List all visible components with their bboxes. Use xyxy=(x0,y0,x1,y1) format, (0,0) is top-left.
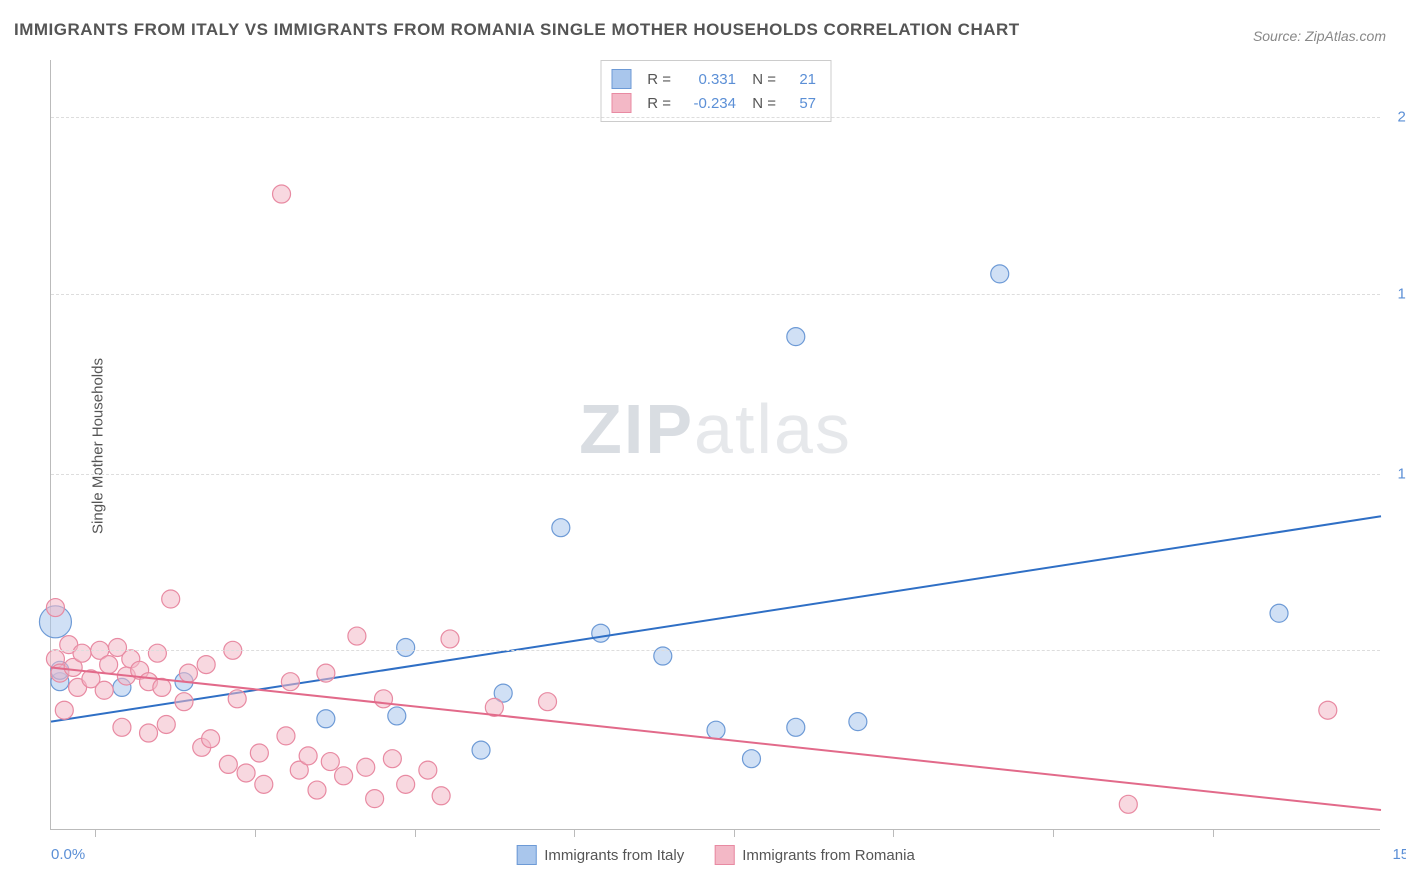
data-point xyxy=(162,590,180,608)
data-point xyxy=(321,753,339,771)
x-tick xyxy=(415,829,416,837)
data-point xyxy=(383,750,401,768)
data-point xyxy=(148,644,166,662)
chart-title: IMMIGRANTS FROM ITALY VS IMMIGRANTS FROM… xyxy=(14,20,1020,40)
data-point xyxy=(255,775,273,793)
data-point xyxy=(787,718,805,736)
data-point xyxy=(153,678,171,696)
n-label: N = xyxy=(746,71,776,88)
data-point xyxy=(100,656,118,674)
trend-line xyxy=(51,667,1381,810)
data-point xyxy=(397,638,415,656)
x-max-label: 15.0% xyxy=(1392,846,1406,863)
y-tick-label: 12.5% xyxy=(1385,465,1406,482)
data-point xyxy=(1319,701,1337,719)
trend-line xyxy=(51,516,1381,721)
n-value: 57 xyxy=(786,95,816,112)
data-point xyxy=(281,673,299,691)
data-point xyxy=(308,781,326,799)
x-min-label: 0.0% xyxy=(51,846,85,863)
data-point xyxy=(707,721,725,739)
plot-svg xyxy=(51,60,1380,829)
stats-legend: R = 0.331 N = 21 R = -0.234 N = 57 xyxy=(600,60,831,122)
data-point xyxy=(175,693,193,711)
series-legend-item: Immigrants from Italy xyxy=(516,845,684,865)
r-value: 0.331 xyxy=(681,71,736,88)
gridline xyxy=(51,650,1380,651)
r-label: R = xyxy=(641,95,671,112)
data-point xyxy=(113,718,131,736)
data-point xyxy=(849,713,867,731)
x-tick xyxy=(1053,829,1054,837)
series-legend: Immigrants from Italy Immigrants from Rom… xyxy=(516,845,915,865)
correlation-chart: IMMIGRANTS FROM ITALY VS IMMIGRANTS FROM… xyxy=(0,0,1406,892)
x-tick xyxy=(893,829,894,837)
data-point xyxy=(1119,795,1137,813)
data-point xyxy=(539,693,557,711)
y-tick-label: 25.0% xyxy=(1385,109,1406,126)
legend-row: R = -0.234 N = 57 xyxy=(611,91,816,115)
data-point xyxy=(237,764,255,782)
data-point xyxy=(250,744,268,762)
data-point xyxy=(432,787,450,805)
data-point xyxy=(552,519,570,537)
data-point xyxy=(317,664,335,682)
data-point xyxy=(73,644,91,662)
n-label: N = xyxy=(746,95,776,112)
data-point xyxy=(317,710,335,728)
x-tick xyxy=(95,829,96,837)
x-tick xyxy=(255,829,256,837)
data-point xyxy=(787,328,805,346)
legend-swatch xyxy=(714,845,734,865)
data-point xyxy=(277,727,295,745)
data-point xyxy=(219,755,237,773)
gridline xyxy=(51,117,1380,118)
r-value: -0.234 xyxy=(681,95,736,112)
source-label: Source: ZipAtlas.com xyxy=(1253,28,1386,44)
data-point xyxy=(419,761,437,779)
data-point xyxy=(179,664,197,682)
data-point xyxy=(375,690,393,708)
gridline xyxy=(51,294,1380,295)
data-point xyxy=(202,730,220,748)
data-point xyxy=(592,624,610,642)
series-legend-item: Immigrants from Romania xyxy=(714,845,915,865)
data-point xyxy=(95,681,113,699)
x-tick xyxy=(1213,829,1214,837)
series-name: Immigrants from Romania xyxy=(742,847,915,864)
data-point xyxy=(397,775,415,793)
n-value: 21 xyxy=(786,71,816,88)
y-tick-label: 18.8% xyxy=(1385,285,1406,302)
series-name: Immigrants from Italy xyxy=(544,847,684,864)
data-point xyxy=(140,724,158,742)
data-point xyxy=(742,750,760,768)
data-point xyxy=(991,265,1009,283)
data-point xyxy=(197,656,215,674)
legend-swatch xyxy=(516,845,536,865)
plot-area: ZIPatlas R =0.331N =21R =-0.234N =57 0.0… xyxy=(50,60,1380,830)
x-tick xyxy=(574,829,575,837)
y-tick-label: 6.3% xyxy=(1385,642,1406,659)
data-point xyxy=(299,747,317,765)
data-point xyxy=(388,707,406,725)
data-point xyxy=(366,790,384,808)
data-point xyxy=(228,690,246,708)
data-point xyxy=(348,627,366,645)
data-point xyxy=(335,767,353,785)
gridline xyxy=(51,474,1380,475)
legend-swatch xyxy=(611,93,631,113)
data-point xyxy=(273,185,291,203)
data-point xyxy=(157,715,175,733)
data-point xyxy=(441,630,459,648)
r-label: R = xyxy=(641,71,671,88)
legend-row: R = 0.331 N = 21 xyxy=(611,67,816,91)
legend-swatch xyxy=(611,69,631,89)
data-point xyxy=(1270,604,1288,622)
x-tick xyxy=(734,829,735,837)
data-point xyxy=(55,701,73,719)
data-point xyxy=(472,741,490,759)
data-point xyxy=(46,599,64,617)
data-point xyxy=(357,758,375,776)
